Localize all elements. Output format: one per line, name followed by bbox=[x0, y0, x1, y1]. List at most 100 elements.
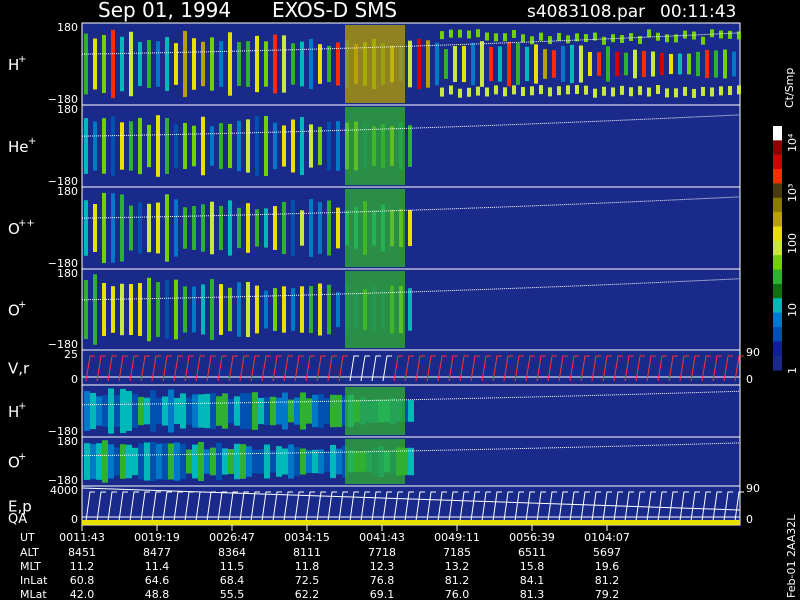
flux-column bbox=[300, 286, 304, 333]
flux-column bbox=[458, 29, 462, 38]
flux-column bbox=[264, 444, 270, 479]
flux-column bbox=[714, 50, 718, 78]
x-tick-ut: 0041:43 bbox=[359, 531, 405, 544]
qa-bar bbox=[82, 520, 740, 525]
pitch-angle-curve bbox=[81, 442, 741, 457]
colorbar: 10⁴ 10³ 100 10 1 bbox=[773, 126, 799, 374]
flux-column bbox=[168, 389, 174, 433]
right-axis-bottom-label: 0 bbox=[746, 373, 753, 386]
flux-column bbox=[471, 42, 475, 86]
flux-column bbox=[282, 286, 286, 333]
flux-column bbox=[300, 41, 304, 87]
flux-column bbox=[192, 38, 196, 90]
trace-segment bbox=[492, 355, 502, 382]
trace-segment bbox=[173, 491, 183, 522]
flux-column bbox=[156, 115, 160, 177]
trace-segment bbox=[294, 491, 304, 522]
flux-column bbox=[300, 448, 306, 475]
flux-column bbox=[111, 193, 115, 263]
trace-segment bbox=[151, 491, 161, 522]
flux-column bbox=[219, 123, 223, 169]
x-tick-inlat: 64.6 bbox=[145, 574, 170, 587]
colorbar-tick-label: 10⁴ bbox=[786, 133, 799, 152]
flux-column bbox=[183, 122, 187, 170]
trace-segment bbox=[547, 355, 557, 382]
flux-column bbox=[552, 50, 556, 78]
flux-column bbox=[246, 281, 250, 338]
flux-column bbox=[449, 85, 453, 95]
flux-column bbox=[611, 34, 615, 43]
flux-column bbox=[270, 450, 276, 473]
flux-column bbox=[665, 88, 669, 98]
flux-column bbox=[246, 119, 250, 173]
event-block bbox=[345, 107, 405, 185]
flux-column bbox=[201, 204, 205, 252]
flux-column bbox=[336, 448, 342, 475]
flux-column bbox=[138, 117, 142, 175]
y-tick-top: 25 bbox=[64, 348, 78, 361]
flux-column bbox=[318, 283, 322, 336]
flux-column bbox=[294, 397, 300, 425]
flux-column bbox=[210, 392, 216, 430]
flux-column bbox=[102, 282, 106, 337]
flux-column bbox=[723, 49, 727, 79]
x-axis-row-label: UT bbox=[20, 531, 35, 544]
flux-column bbox=[408, 400, 414, 422]
flux-column bbox=[264, 115, 268, 177]
x-tick-mlt: 12.3 bbox=[370, 560, 395, 573]
flux-column bbox=[620, 35, 624, 44]
trace-segment bbox=[360, 491, 370, 522]
flux-column bbox=[246, 446, 252, 477]
trace-segment bbox=[294, 355, 304, 382]
flux-column bbox=[201, 284, 205, 335]
flux-column bbox=[210, 126, 214, 166]
flux-column bbox=[219, 41, 223, 87]
header-time: 00:11:43 bbox=[660, 2, 736, 22]
flux-column bbox=[162, 443, 168, 480]
trace-segment bbox=[635, 491, 645, 522]
flux-column bbox=[300, 210, 304, 246]
flux-column bbox=[102, 395, 108, 427]
trace-segment bbox=[162, 355, 172, 382]
trace-segment bbox=[525, 355, 535, 382]
flux-column bbox=[204, 449, 210, 474]
flux-column bbox=[174, 43, 178, 85]
trace-segment bbox=[613, 355, 623, 382]
flux-column bbox=[306, 398, 312, 424]
colorbar-tick-label: 1 bbox=[786, 367, 799, 374]
x-tick-mlt: 11.4 bbox=[145, 560, 170, 573]
trace-segment bbox=[228, 355, 238, 382]
flux-column bbox=[503, 33, 507, 42]
flux-column bbox=[575, 33, 579, 42]
event-block bbox=[345, 439, 405, 484]
trace-segment bbox=[173, 355, 183, 382]
trace-segment bbox=[107, 355, 117, 382]
flux-column bbox=[165, 280, 169, 339]
trace-segment bbox=[371, 491, 381, 522]
x-axis-row-label: MLT bbox=[20, 560, 41, 573]
flux-column bbox=[186, 449, 192, 474]
x-tick-mlt: 13.2 bbox=[445, 560, 470, 573]
flux-column bbox=[150, 390, 156, 432]
trace-segment bbox=[239, 355, 249, 382]
flux-column bbox=[84, 33, 88, 95]
flux-column bbox=[440, 87, 444, 97]
flux-column bbox=[237, 282, 241, 337]
flux-column bbox=[174, 124, 178, 168]
flux-column bbox=[192, 206, 196, 250]
colorbar-title: Ct/Smp bbox=[783, 68, 796, 108]
trace-segment bbox=[481, 355, 491, 382]
flux-column bbox=[324, 451, 330, 472]
flux-column bbox=[240, 392, 246, 430]
y-tick-bottom: 0 bbox=[71, 373, 78, 386]
y-tick-bottom: 0 bbox=[71, 513, 78, 526]
flux-column bbox=[237, 207, 241, 249]
colorbar-swatch bbox=[773, 183, 782, 199]
trace-segment bbox=[118, 491, 128, 522]
flux-column bbox=[548, 36, 552, 45]
trace-segment bbox=[701, 355, 711, 382]
flux-column bbox=[228, 123, 232, 169]
flux-column bbox=[288, 399, 294, 423]
flux-column bbox=[111, 29, 115, 99]
